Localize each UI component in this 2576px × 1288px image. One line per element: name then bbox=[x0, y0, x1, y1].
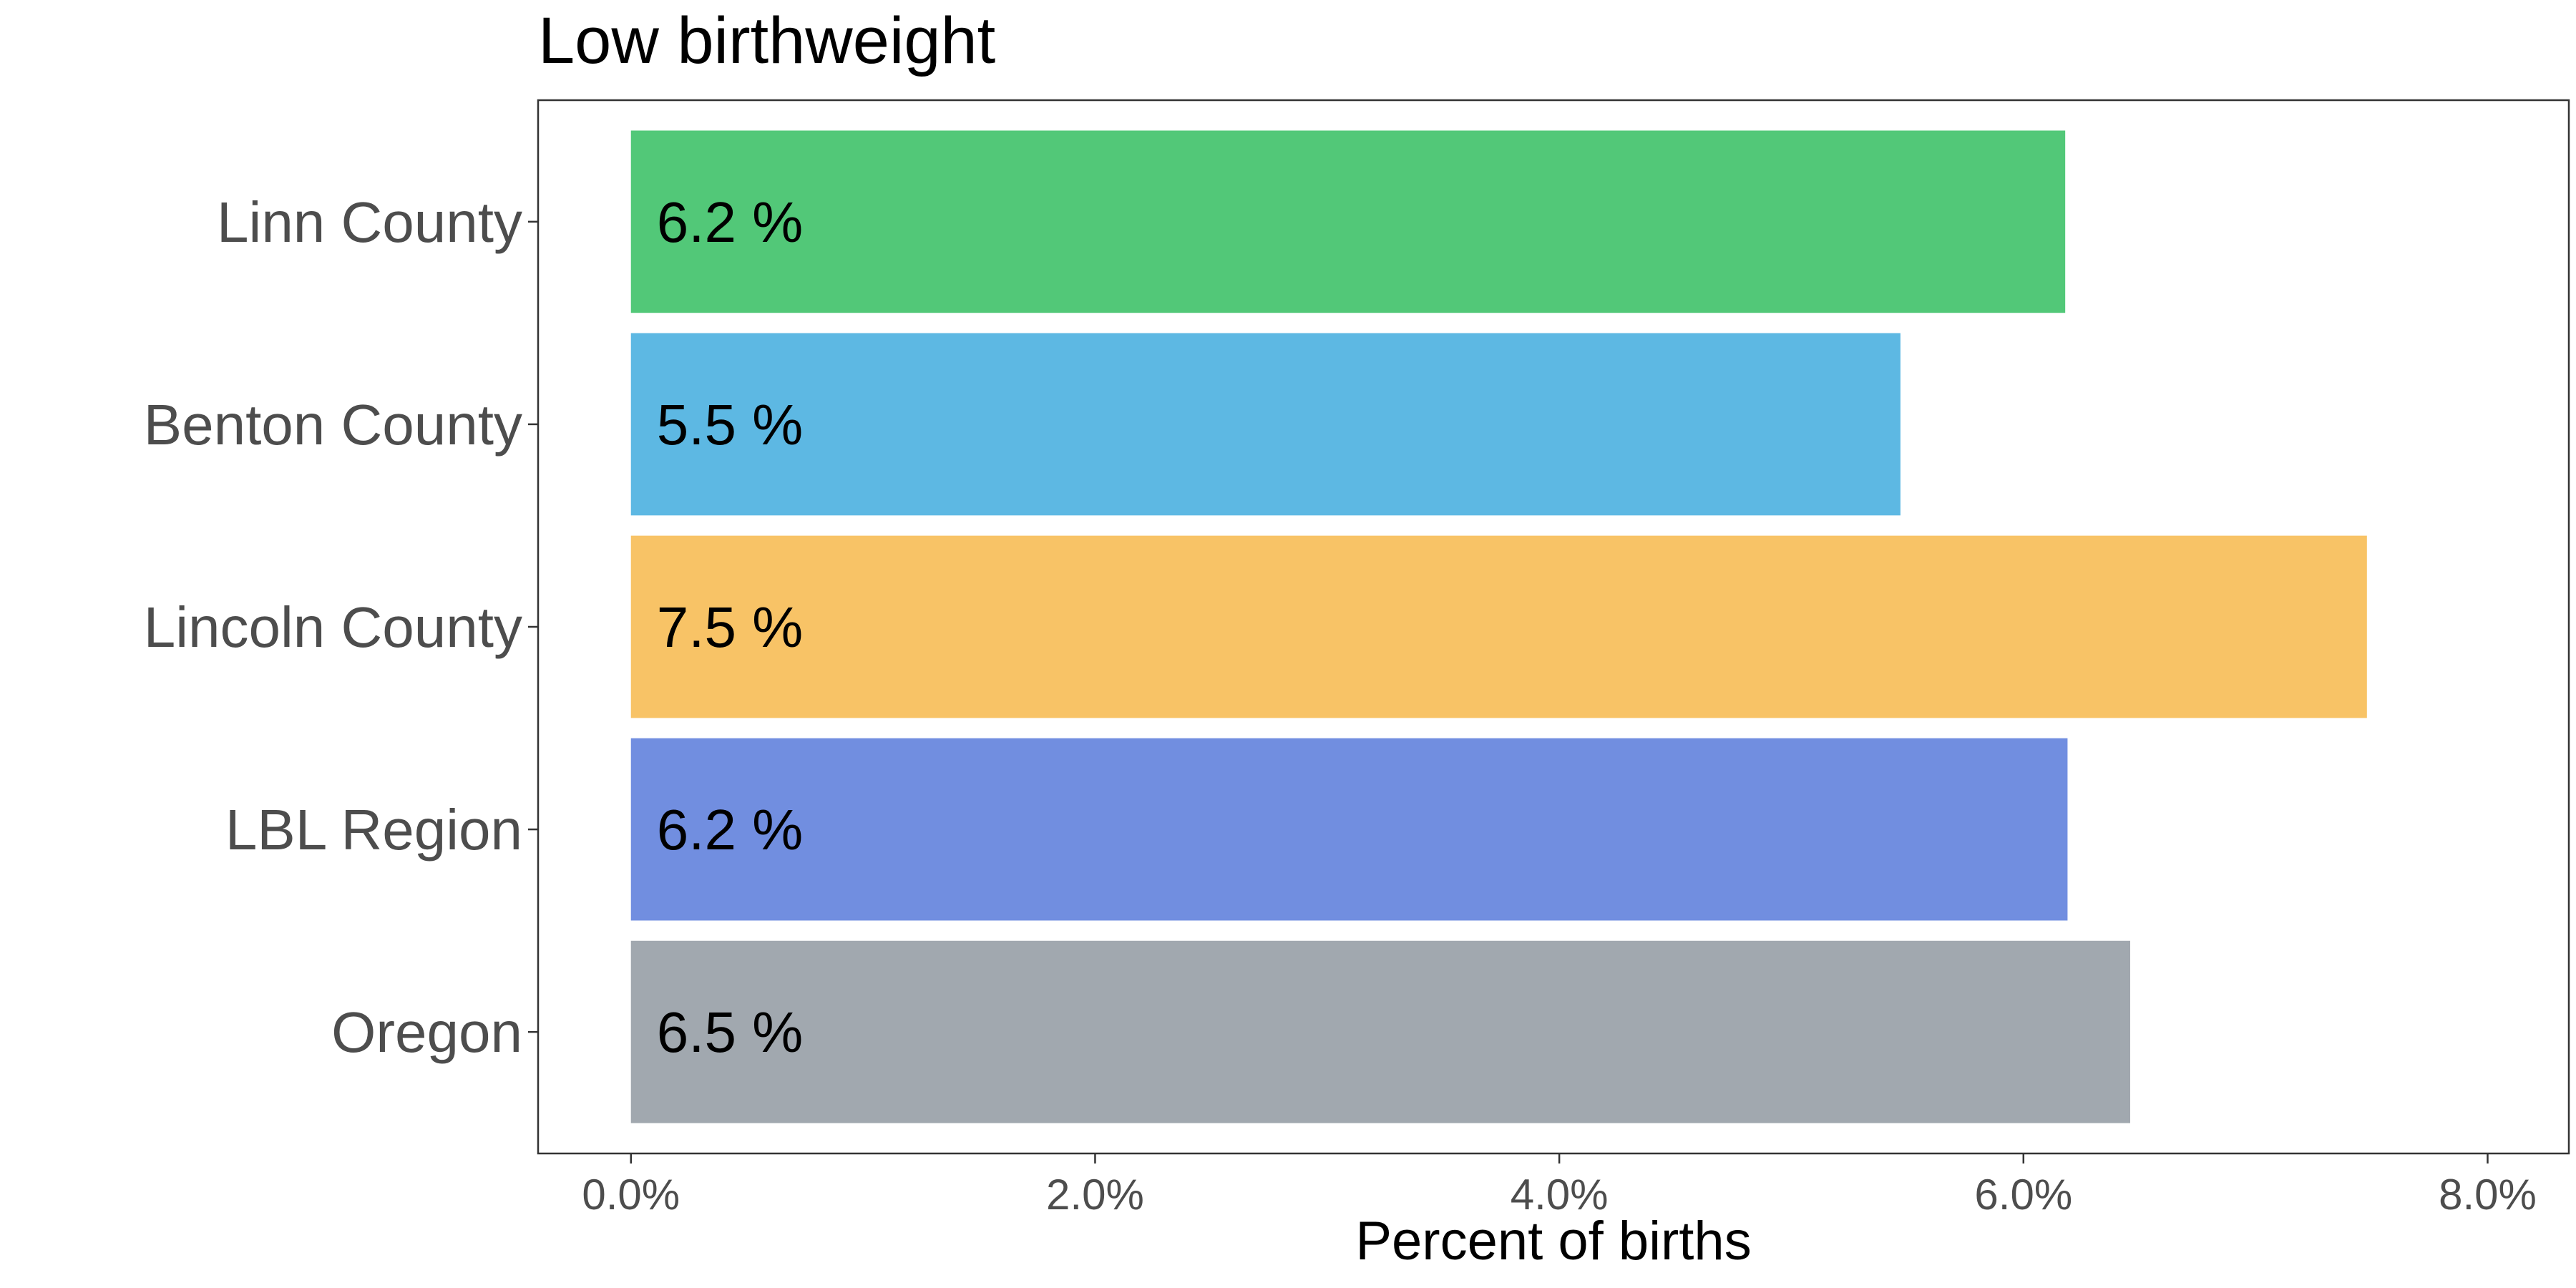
bar bbox=[630, 130, 2066, 313]
y-tick-label: Linn County bbox=[217, 190, 522, 254]
x-axis-title: Percent of births bbox=[1355, 1211, 1751, 1272]
bars-layer: 6.2 % 5.5 % 7.5 % 6.2 % 6.5 % bbox=[630, 130, 2367, 1123]
y-tick-label: LBL Region bbox=[225, 798, 522, 862]
y-tick-label: Benton County bbox=[144, 393, 522, 457]
x-tick-label: 0.0% bbox=[582, 1171, 680, 1219]
x-tick-label: 8.0% bbox=[2439, 1171, 2537, 1219]
x-tick-label: 6.0% bbox=[1974, 1171, 2072, 1219]
x-axis: 0.0% 2.0% 4.0% 6.0% 8.0% bbox=[582, 1153, 2537, 1219]
bar-data-label: 6.5 % bbox=[657, 1000, 804, 1064]
bar-data-label: 7.5 % bbox=[657, 595, 804, 659]
bar bbox=[630, 535, 2367, 718]
bar bbox=[630, 333, 1901, 516]
x-tick-label: 4.0% bbox=[1511, 1171, 1609, 1219]
x-tick-label: 2.0% bbox=[1046, 1171, 1144, 1219]
y-tick-label: Oregon bbox=[331, 1000, 522, 1064]
y-tick-label: Lincoln County bbox=[144, 595, 522, 659]
y-axis: Linn County Benton County Lincoln County LB… bbox=[144, 190, 538, 1064]
bar bbox=[630, 940, 2130, 1123]
bar-data-label: 5.5 % bbox=[657, 393, 804, 457]
bar-data-label: 6.2 % bbox=[657, 190, 804, 254]
bar bbox=[630, 738, 2068, 921]
chart-title: Low birthweight bbox=[538, 4, 995, 77]
bar-data-label: 6.2 % bbox=[657, 798, 804, 862]
